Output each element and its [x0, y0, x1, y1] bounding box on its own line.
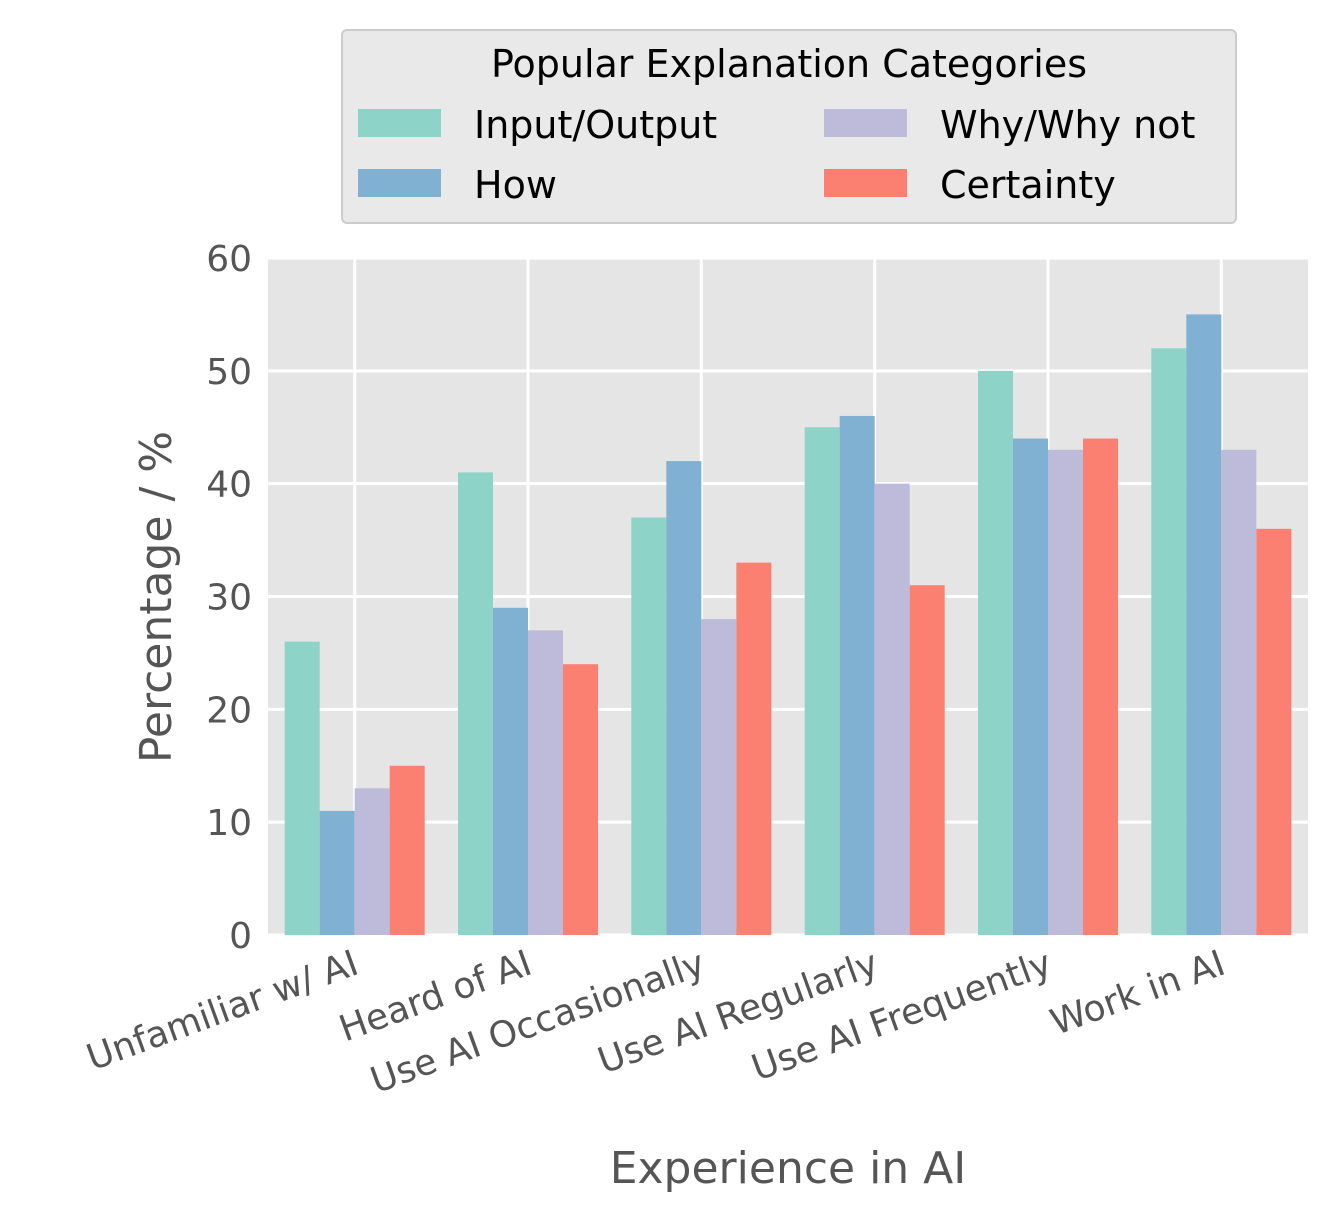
y-axis-title: Percentage / % [131, 431, 182, 763]
legend-label: Input/Output [474, 103, 717, 147]
bar [1013, 438, 1048, 935]
bar [284, 641, 320, 935]
bar [909, 585, 945, 935]
bar [563, 664, 598, 935]
bar [736, 562, 772, 935]
bar [631, 517, 667, 935]
bar [458, 472, 493, 935]
y-tick-label: 30 [206, 578, 252, 619]
legend-frame [341, 29, 1237, 224]
bar [701, 619, 737, 935]
bar [874, 483, 910, 935]
bar [804, 427, 840, 935]
y-tick-label: 60 [206, 239, 252, 280]
x-tick-label: Use AI Frequently [746, 943, 1057, 1089]
x-tick-label: Unfamiliar w/ AI [81, 943, 363, 1079]
legend-swatch [824, 169, 907, 197]
x-axis-title: Experience in AI [610, 1143, 967, 1194]
bar [666, 461, 702, 935]
x-tick-label: Work in AI [1045, 943, 1230, 1044]
legend-swatch [358, 109, 441, 137]
bar [839, 415, 875, 935]
y-tick-label: 10 [206, 803, 252, 844]
bar [1256, 528, 1292, 935]
y-tick-label: 20 [206, 690, 252, 731]
legend-swatch [358, 169, 441, 197]
bar [1048, 449, 1083, 935]
y-tick-label: 40 [206, 465, 252, 506]
bar [1151, 348, 1187, 935]
legend-label: Why/Why not [940, 103, 1195, 147]
bar [1083, 438, 1118, 935]
legend-label: How [474, 163, 557, 207]
legend: Popular Explanation Categories Input/Out… [341, 29, 1237, 224]
bar [354, 788, 390, 935]
legend-entries: Input/Output How Why/Why not Certainty [358, 103, 1195, 207]
bars [284, 314, 1292, 936]
bar [1186, 314, 1222, 936]
bar [319, 810, 355, 935]
bar [978, 370, 1013, 935]
y-tick-label: 0 [229, 916, 252, 957]
legend-label: Certainty [940, 163, 1116, 207]
y-axis-ticks: 0 10 20 30 40 50 60 [206, 239, 252, 957]
legend-title: Popular Explanation Categories [491, 42, 1087, 86]
bar [493, 607, 528, 935]
bar [528, 630, 563, 935]
y-tick-label: 50 [206, 352, 252, 393]
bar [1221, 449, 1257, 935]
legend-swatch [824, 109, 907, 137]
bar [389, 765, 425, 935]
